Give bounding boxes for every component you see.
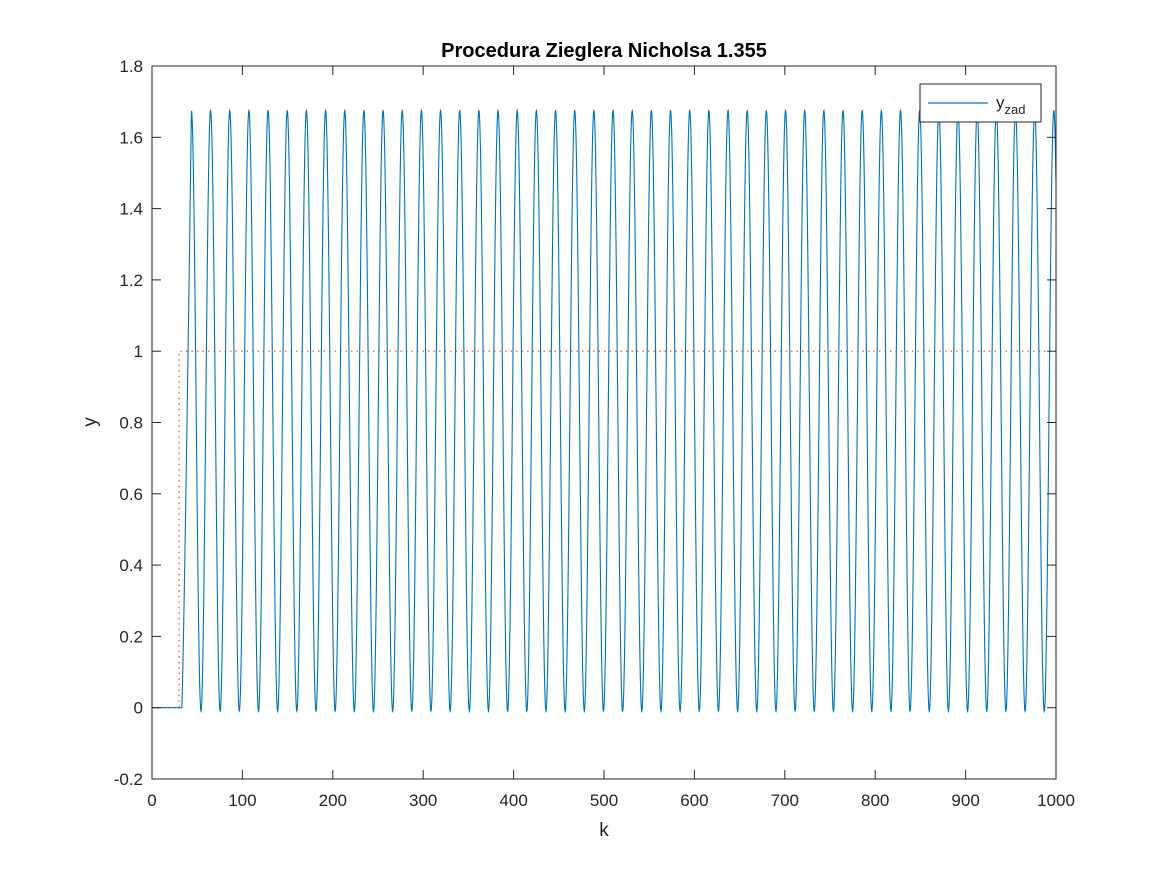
- x-axis: 0 100 200 300 400 500 600 700 800 900 1000: [147, 66, 1075, 810]
- x-tick-label: 600: [680, 791, 708, 810]
- y-tick-label: 0.4: [119, 556, 143, 575]
- y-axis-label: y: [80, 417, 101, 427]
- x-tick-label: 800: [861, 791, 889, 810]
- y-tick-label: 1.6: [119, 128, 143, 147]
- chart-title: Procedura Zieglera Nicholsa 1.355: [441, 40, 767, 62]
- x-axis-label: k: [599, 820, 609, 841]
- y-tick-label: 0.8: [119, 414, 143, 433]
- plot-area: [152, 66, 1056, 779]
- x-tick-label: 500: [590, 791, 618, 810]
- y-tick-label: 1.8: [119, 57, 143, 76]
- y-tick-label: -0.2: [114, 770, 143, 789]
- legend-entry-label: y: [996, 93, 1005, 112]
- legend: yzad: [919, 83, 1042, 123]
- y-tick-label: 1.4: [119, 200, 143, 219]
- x-tick-label: 400: [499, 791, 527, 810]
- x-tick-label: 300: [409, 791, 437, 810]
- legend-entry: yzad: [996, 93, 1025, 117]
- legend-entry-subscript: zad: [1005, 102, 1026, 117]
- y-axis: -0.2 0 0.2 0.4 0.6 0.8 1 1.2 1.4 1.6 1.8: [114, 57, 1056, 789]
- y-tick-label: 0.6: [119, 485, 143, 504]
- series-layer: [152, 108, 1057, 714]
- y-tick-label: 1: [134, 342, 143, 361]
- x-tick-label: 900: [951, 791, 979, 810]
- x-tick-label: 700: [771, 791, 799, 810]
- y-tick-label: 0: [134, 699, 143, 718]
- x-tick-label: 100: [228, 791, 256, 810]
- x-tick-label: 1000: [1037, 791, 1075, 810]
- series-y-line: [152, 108, 1057, 714]
- x-tick-label: 200: [319, 791, 347, 810]
- x-tick-label: 0: [147, 791, 156, 810]
- y-tick-label: 0.2: [119, 627, 143, 646]
- y-tick-label: 1.2: [119, 271, 143, 290]
